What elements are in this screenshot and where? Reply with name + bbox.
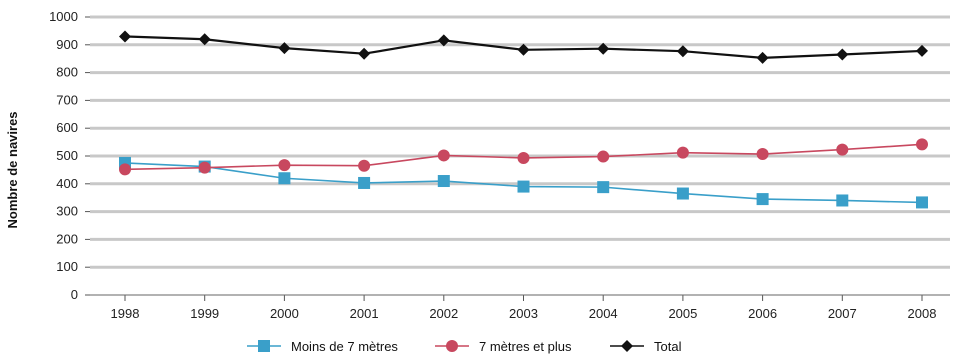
- data-point-total-2008: [916, 44, 928, 57]
- x-tick-label-2008: 2008: [908, 306, 937, 321]
- y-tick-label-300: 300: [56, 204, 78, 219]
- x-tick-label-2004: 2004: [589, 306, 618, 321]
- data-point-total-1998: [119, 30, 131, 43]
- data-point-7-metres-et-plus-2002: [437, 149, 450, 162]
- y-tick-label-600: 600: [56, 120, 78, 135]
- data-point-moins-de-7-metres-2004: [597, 181, 610, 194]
- legend: Moins de 7 mètres 7 mètres et plus Total: [247, 339, 682, 354]
- data-point-7-metres-et-plus-2001: [358, 159, 371, 172]
- data-point-7-metres-et-plus-2004: [597, 150, 610, 163]
- series-7-metres-et-plus: [119, 138, 928, 176]
- legend-marker-total: [621, 340, 633, 352]
- data-point-7-metres-et-plus-2007: [836, 143, 849, 156]
- x-tick-label-2003: 2003: [509, 306, 538, 321]
- data-point-total-2002: [437, 34, 450, 47]
- data-point-7-metres-et-plus-2003: [517, 151, 530, 164]
- y-tick-label-200: 200: [56, 231, 78, 246]
- data-point-total-2005: [676, 45, 689, 58]
- data-point-moins-de-7-metres-2007: [836, 194, 849, 207]
- data-point-total-2006: [756, 51, 769, 64]
- data-point-7-metres-et-plus-1999: [198, 161, 211, 174]
- y-tick-label-500: 500: [56, 148, 78, 163]
- data-point-moins-de-7-metres-2008: [916, 196, 928, 209]
- y-axis-ticks: 0 100 200 300 400 500 600 700 800 900 1000: [49, 9, 90, 302]
- data-point-7-metres-et-plus-2005: [676, 146, 689, 159]
- data-point-moins-de-7-metres-2003: [517, 180, 530, 193]
- data-point-total-1999: [198, 33, 211, 46]
- x-tick-label-2001: 2001: [350, 306, 379, 321]
- legend-marker-moins-de-7-metres: [258, 340, 270, 352]
- y-tick-label-100: 100: [56, 259, 78, 274]
- y-tick-label-800: 800: [56, 65, 78, 80]
- x-tick-label-1998: 1998: [111, 306, 140, 321]
- data-point-total-2007: [836, 48, 849, 61]
- series-group: [119, 30, 928, 209]
- y-tick-label-0: 0: [71, 287, 78, 302]
- legend-item-total: Total: [610, 339, 682, 354]
- legend-label-moins-de-7-metres: Moins de 7 mètres: [291, 339, 398, 354]
- x-tick-label-2002: 2002: [429, 306, 458, 321]
- data-point-moins-de-7-metres-2006: [756, 193, 769, 206]
- series-total: [119, 30, 928, 64]
- data-point-7-metres-et-plus-2000: [278, 159, 291, 172]
- data-point-total-2004: [597, 42, 610, 55]
- legend-item-7-metres-et-plus: 7 mètres et plus: [435, 339, 572, 354]
- legend-label-7-metres-et-plus: 7 mètres et plus: [479, 339, 572, 354]
- data-point-total-2000: [278, 42, 291, 55]
- x-tick-label-2007: 2007: [828, 306, 857, 321]
- data-point-7-metres-et-plus-1998: [119, 163, 131, 176]
- y-axis-label: Nombre de navires: [5, 111, 20, 228]
- x-tick-label-2000: 2000: [270, 306, 299, 321]
- series-moins-de-7-metres: [119, 156, 928, 209]
- data-point-moins-de-7-metres-2002: [437, 175, 450, 188]
- y-tick-label-400: 400: [56, 176, 78, 191]
- legend-marker-7-metres-et-plus: [446, 340, 458, 352]
- y-tick-label-1000: 1000: [49, 9, 78, 24]
- legend-label-total: Total: [654, 339, 682, 354]
- y-tick-label-700: 700: [56, 92, 78, 107]
- data-point-7-metres-et-plus-2008: [916, 138, 928, 151]
- legend-item-moins-de-7-metres: Moins de 7 mètres: [247, 339, 398, 354]
- data-point-total-2003: [517, 43, 530, 56]
- x-tick-label-2006: 2006: [748, 306, 777, 321]
- data-point-moins-de-7-metres-2000: [278, 172, 291, 185]
- data-point-total-2001: [358, 47, 371, 60]
- x-tick-label-2005: 2005: [668, 306, 697, 321]
- data-point-moins-de-7-metres-2005: [676, 187, 689, 200]
- x-tick-label-1999: 1999: [190, 306, 219, 321]
- data-point-moins-de-7-metres-2001: [358, 176, 371, 189]
- data-point-7-metres-et-plus-2006: [756, 148, 769, 161]
- y-tick-label-900: 900: [56, 37, 78, 52]
- x-axis-ticks: 1998 1999 2000 2001 2002 2003 2004 2005 2006 2007…: [111, 295, 937, 321]
